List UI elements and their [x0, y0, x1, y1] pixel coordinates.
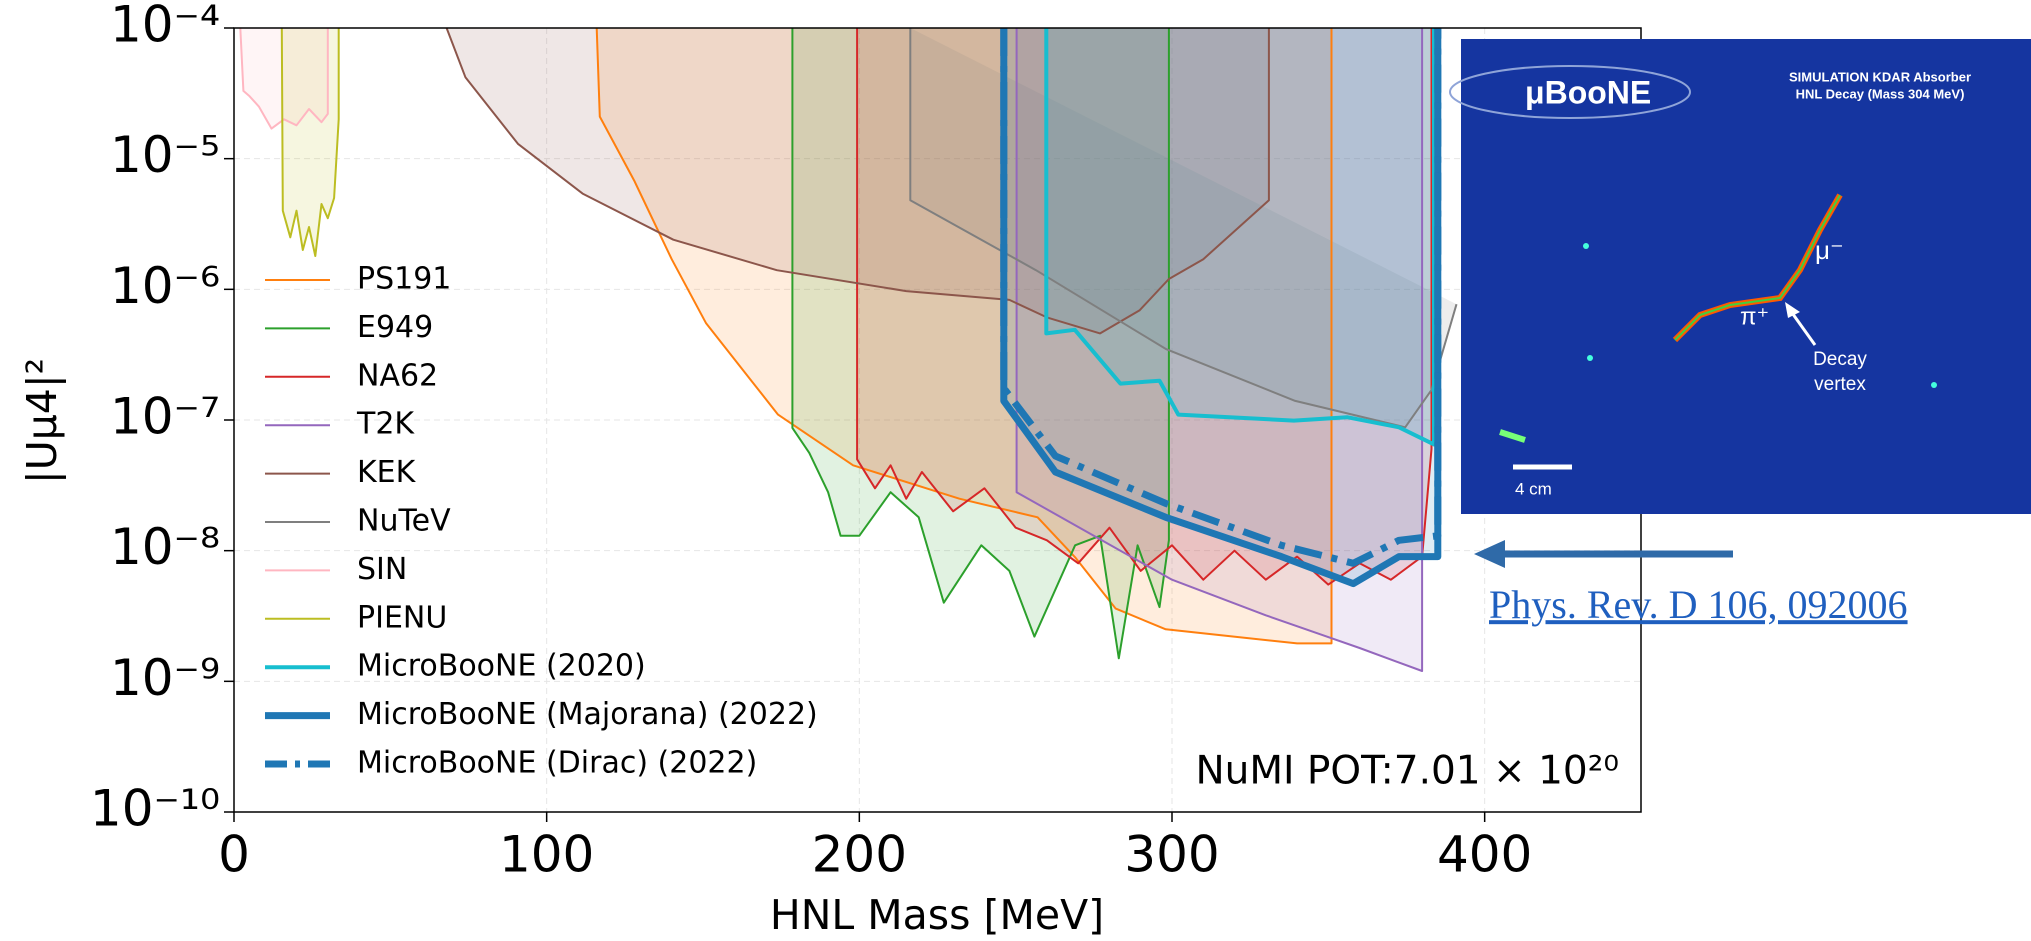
exclusion-area: [792, 28, 1169, 659]
x-axis-label: HNL Mass [MeV]: [770, 891, 1104, 939]
caption: SIMULATION KDAR Absorber: [1789, 69, 1971, 84]
legend-label: MicroBooNE (Dirac) (2022): [357, 746, 757, 781]
arrowhead: [1474, 540, 1505, 568]
track-edge: [1674, 194, 1841, 341]
series-line: [239, 28, 329, 130]
exclusion-area: [240, 28, 328, 129]
legend-label: PS191: [357, 262, 451, 297]
legend-label: T2K: [356, 407, 415, 442]
y-tick-label: 10⁻⁷: [110, 388, 220, 446]
legend-label: NuTeV: [357, 504, 451, 539]
vertex-label: Decay: [1813, 349, 1867, 370]
scale-label: 4 cm: [1515, 479, 1552, 498]
logo-ring: [1449, 65, 1691, 119]
y-tick-label: 10⁻⁵: [110, 126, 220, 184]
pion-label: π⁺: [1740, 303, 1769, 330]
exclusion-area: [1016, 28, 1423, 671]
x-tick-label: 200: [812, 826, 907, 884]
legend-label: KEK: [357, 455, 417, 490]
hit: [1499, 429, 1526, 443]
lines: [239, 28, 1458, 672]
series-line: [791, 28, 1170, 660]
legend-label: E949: [357, 310, 433, 345]
x-tick-label: 100: [499, 826, 594, 884]
hit: [1587, 355, 1593, 361]
y-axis-label: |Uμ4|²: [18, 358, 66, 484]
series-line: [595, 28, 1333, 645]
y-tick-label: 10⁻⁹: [110, 649, 220, 707]
exclusion-area: [1046, 28, 1434, 445]
inset: μBooNE SIMULATION KDAR Absorber HNL Deca…: [1449, 39, 2031, 514]
logo: μBooNE: [1525, 74, 1651, 110]
vertex-arrowhead: [1785, 302, 1800, 318]
legend-label: MicroBooNE (2020): [357, 649, 646, 684]
legend-label: SIN: [357, 552, 407, 587]
muon-label: μ⁻: [1815, 235, 1844, 265]
legend: PS191 E949 NA62 T2K KEK NuTeV SIN PIENU MicroBoo…: [265, 262, 818, 781]
axes: 10⁻⁴ 10⁻⁵ 10⁻⁶ 10⁻⁷ 10⁻⁸ 10⁻⁹ 10⁻¹⁰0 100 200 300 4…: [90, 0, 1532, 884]
hit: [1931, 382, 1937, 388]
series-line: [1000, 28, 1442, 588]
exclusion-area: [596, 28, 1332, 644]
series-line: [1000, 28, 1442, 567]
reference-link[interactable]: Phys. Rev. D 106, 092006: [1489, 582, 1908, 627]
vertex-arrow: [1788, 309, 1817, 346]
series-line: [280, 28, 340, 257]
caption: HNL Decay (Mass 304 MeV): [1796, 86, 1965, 101]
x-tick-label: 400: [1437, 826, 1532, 884]
series-line: [1015, 28, 1424, 672]
y-tick-label: 10⁻⁸: [110, 518, 220, 576]
legend-label: NA62: [357, 358, 438, 393]
legend-label: MicroBooNE (Majorana) (2022): [357, 697, 818, 732]
hit: [1583, 243, 1589, 249]
exclusion-area: [1003, 28, 1438, 584]
series-line: [856, 28, 1433, 586]
exclusion-area: [281, 28, 339, 256]
series-line: [445, 28, 1270, 335]
y-tick-label: 10⁻¹⁰: [90, 780, 220, 838]
y-tick-label: 10⁻⁴: [110, 0, 220, 54]
series-line: [1044, 28, 1436, 447]
x-tick-label: 0: [218, 826, 250, 884]
series-line: [909, 28, 1458, 429]
y-tick-label: 10⁻⁶: [110, 257, 220, 315]
x-tick-label: 300: [1124, 826, 1219, 884]
legend-label: PIENU: [357, 600, 447, 635]
annotation: NuMI POT:7.01 × 10²⁰: [1195, 749, 1619, 794]
vertex-label: vertex: [1814, 374, 1866, 395]
